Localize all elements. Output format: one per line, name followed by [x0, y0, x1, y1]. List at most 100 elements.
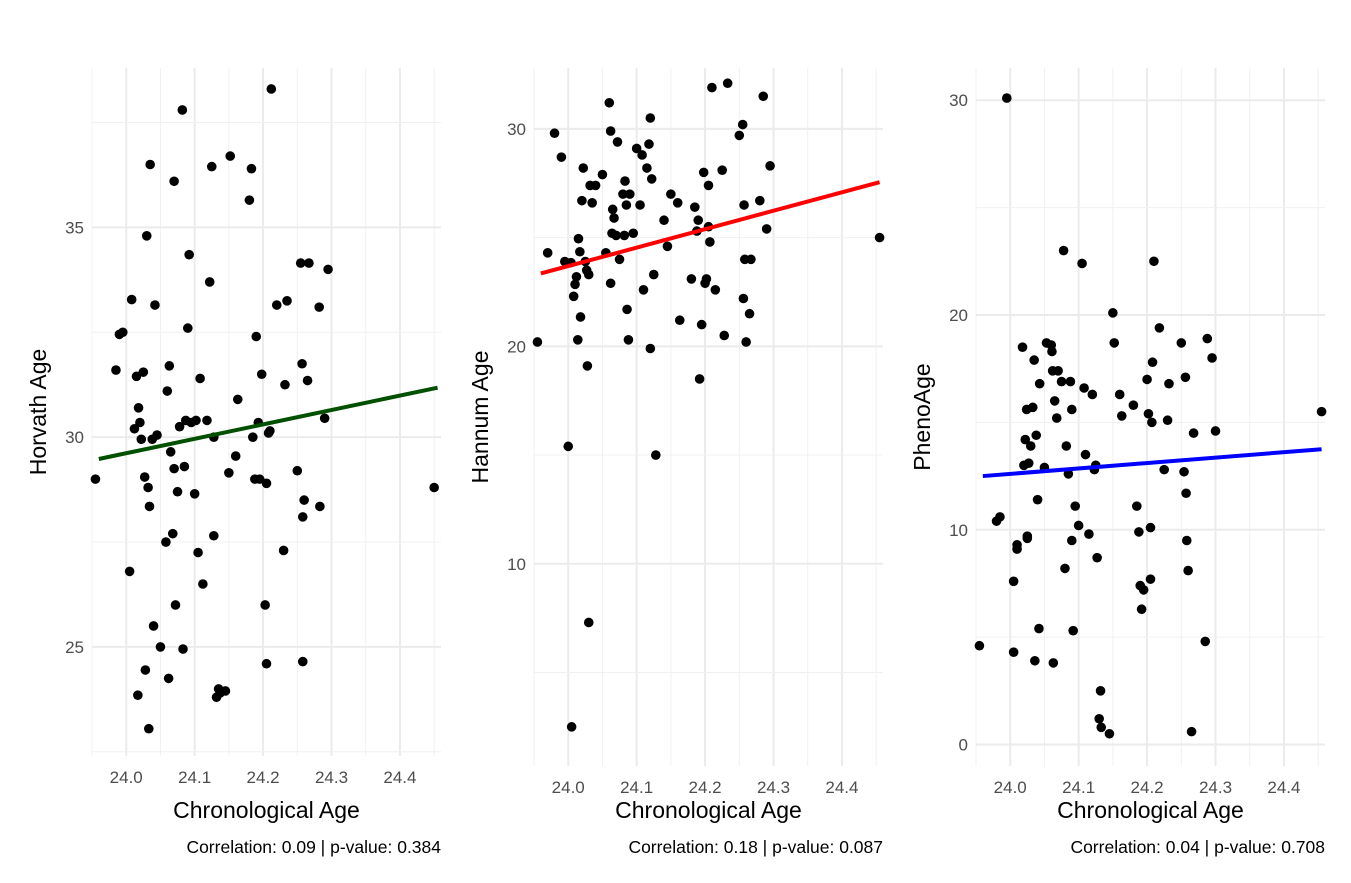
data-point	[133, 690, 143, 700]
panel-1: 24.0 24.1 24.2 24.3 24.4 25 30 35 Chronological …	[25, 68, 441, 857]
data-point	[674, 315, 685, 326]
data-point	[1049, 396, 1060, 406]
data-point	[271, 300, 282, 310]
data-point	[1145, 522, 1156, 533]
data-point	[315, 501, 325, 512]
data-point	[563, 441, 574, 452]
data-point	[1034, 378, 1045, 389]
data-point	[1067, 404, 1077, 415]
x-tick-label: 24.0	[110, 768, 143, 787]
data-point	[152, 430, 162, 440]
data-point	[737, 119, 748, 130]
correlation-caption: Correlation: 0.18 | p-value: 0.087	[628, 837, 883, 857]
data-point	[614, 254, 625, 265]
x-axis-title: Chronological Age	[615, 797, 802, 823]
data-point	[1029, 355, 1039, 365]
data-point	[189, 489, 200, 499]
data-point	[1001, 93, 1012, 103]
data-point	[1079, 383, 1089, 393]
data-point	[597, 169, 608, 180]
data-point	[693, 215, 704, 226]
data-point	[124, 566, 135, 577]
data-point	[587, 198, 597, 208]
x-tick-label: 24.2	[247, 768, 280, 787]
data-point	[651, 450, 661, 460]
data-point	[90, 474, 101, 484]
data-point	[532, 337, 543, 347]
data-point	[220, 686, 231, 696]
data-point	[717, 165, 727, 175]
data-point	[648, 269, 659, 280]
data-point	[141, 231, 152, 241]
data-point	[323, 264, 333, 275]
data-point	[1067, 535, 1077, 546]
data-point	[139, 472, 150, 482]
data-point	[758, 91, 769, 102]
data-point	[1147, 357, 1158, 368]
data-point	[605, 126, 616, 136]
data-point	[232, 394, 243, 405]
data-point	[178, 644, 188, 654]
data-point	[571, 271, 582, 282]
data-point	[202, 415, 212, 426]
data-point	[1034, 623, 1044, 634]
data-point	[169, 176, 179, 187]
data-point	[280, 379, 290, 390]
data-point	[282, 296, 292, 306]
data-point	[299, 495, 309, 505]
data-point	[1179, 466, 1189, 477]
data-point	[172, 486, 183, 497]
data-point	[583, 617, 594, 628]
x-tick-label: 24.0	[552, 778, 585, 797]
y-tick-label: 20	[507, 337, 526, 356]
data-point	[198, 579, 208, 589]
data-point	[1136, 604, 1147, 615]
data-point	[162, 386, 173, 396]
data-point	[135, 417, 145, 428]
data-point	[1183, 565, 1193, 576]
data-point	[566, 722, 577, 732]
x-tick-label: 24.2	[1131, 778, 1164, 797]
data-point	[659, 215, 669, 226]
data-point	[1116, 411, 1127, 421]
data-point	[623, 335, 634, 345]
data-point	[620, 176, 630, 186]
data-point	[572, 335, 583, 345]
data-point	[666, 189, 676, 199]
data-point	[225, 151, 236, 161]
data-point	[209, 530, 219, 541]
data-point	[575, 312, 586, 322]
data-point	[1020, 434, 1031, 445]
data-point	[140, 665, 151, 675]
data-point	[609, 213, 619, 223]
data-point	[129, 423, 140, 434]
data-point	[1051, 413, 1062, 423]
data-point	[573, 233, 584, 244]
data-point	[575, 246, 585, 257]
data-point	[645, 113, 656, 123]
data-point	[136, 434, 147, 445]
data-point	[1181, 535, 1192, 546]
y-tick-label: 35	[65, 218, 84, 237]
x-tick-label: 24.2	[689, 778, 722, 797]
x-tick-label: 24.1	[620, 778, 653, 797]
data-point	[1030, 655, 1040, 666]
trend-line	[982, 447, 1322, 479]
data-point	[1114, 389, 1125, 400]
x-tick-label: 24.1	[178, 768, 211, 787]
data-point	[556, 152, 567, 162]
data-point	[292, 465, 303, 476]
x-tick-label: 24.3	[315, 768, 348, 787]
data-point	[1128, 400, 1139, 410]
data-point	[1149, 256, 1159, 267]
data-point	[224, 468, 234, 478]
data-point	[1154, 323, 1165, 333]
data-point	[741, 337, 751, 347]
data-point	[974, 640, 985, 651]
data-point	[690, 202, 700, 212]
data-point	[195, 373, 205, 384]
data-point	[266, 84, 277, 94]
data-point	[710, 284, 721, 295]
data-point	[1162, 415, 1173, 426]
data-point	[111, 365, 121, 375]
